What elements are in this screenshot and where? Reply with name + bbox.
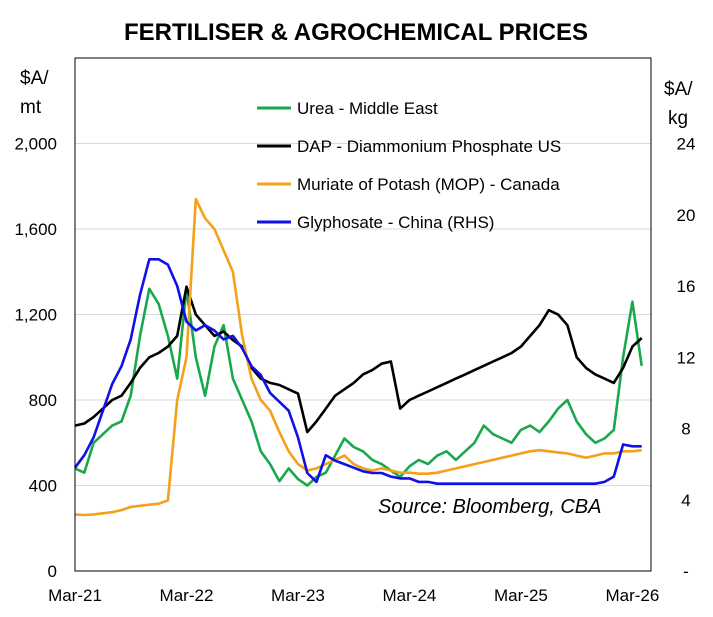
x-tick-label: Mar-23 — [271, 586, 325, 605]
plot-area-frame — [74, 57, 652, 572]
x-tick-label: Mar-25 — [494, 586, 548, 605]
source-annotation: Source: Bloomberg, CBA — [378, 496, 601, 518]
left-axis-unit-line2: mt — [20, 97, 42, 118]
series-line-1 — [74, 285, 643, 434]
legend-label: Muriate of Potash (MOP) - Canada — [297, 175, 560, 194]
x-tick-label: Mar-24 — [383, 586, 437, 605]
y-left-tick-label: 800 — [29, 391, 57, 410]
series-line-3 — [73, 257, 642, 486]
y-right-tick-label: 8 — [681, 420, 690, 439]
right-axis-unit-line2: kg — [668, 108, 688, 129]
x-tick-label: Mar-26 — [605, 586, 659, 605]
series-line-2 — [74, 197, 642, 517]
series-lines — [73, 197, 643, 517]
y-right-tick-label: 16 — [677, 277, 696, 296]
y-left-tick-label: 400 — [29, 477, 57, 496]
y-left-tick-label: 1,600 — [14, 220, 57, 239]
y-left-tick-label: 2,000 — [14, 135, 57, 154]
legend-label: Urea - Middle East — [297, 99, 438, 118]
y-right-tick-label: 4 — [681, 491, 690, 510]
legend-label: Glyphosate - China (RHS) — [297, 213, 494, 232]
series-line-0 — [74, 287, 643, 487]
y-right-tick-label: 20 — [677, 206, 696, 225]
legend: Urea - Middle East DAP - Diammonium Phosp… — [257, 99, 561, 232]
y-right-tick-label: - — [683, 562, 689, 581]
left-axis-unit-line1: $A/ — [20, 68, 49, 89]
right-axis-unit-line1: $A/ — [664, 79, 693, 100]
y-left-tick-label: 1,200 — [14, 306, 57, 325]
x-tick-label: Mar-21 — [48, 586, 102, 605]
x-tick-label: Mar-22 — [160, 586, 214, 605]
chart-title: FERTILISER & AGROCHEMICAL PRICES — [124, 19, 588, 46]
gridlines — [75, 143, 651, 486]
axis-ticks: 0 400 800 1,200 1,600 2,000 - 4 8 12 16 20 24 Mar-21 M… — [14, 135, 695, 606]
y-left-tick-label: 0 — [48, 562, 57, 581]
y-right-tick-label: 24 — [677, 135, 696, 154]
y-right-tick-label: 12 — [677, 348, 696, 367]
legend-label: DAP - Diammonium Phosphate US — [297, 137, 561, 156]
